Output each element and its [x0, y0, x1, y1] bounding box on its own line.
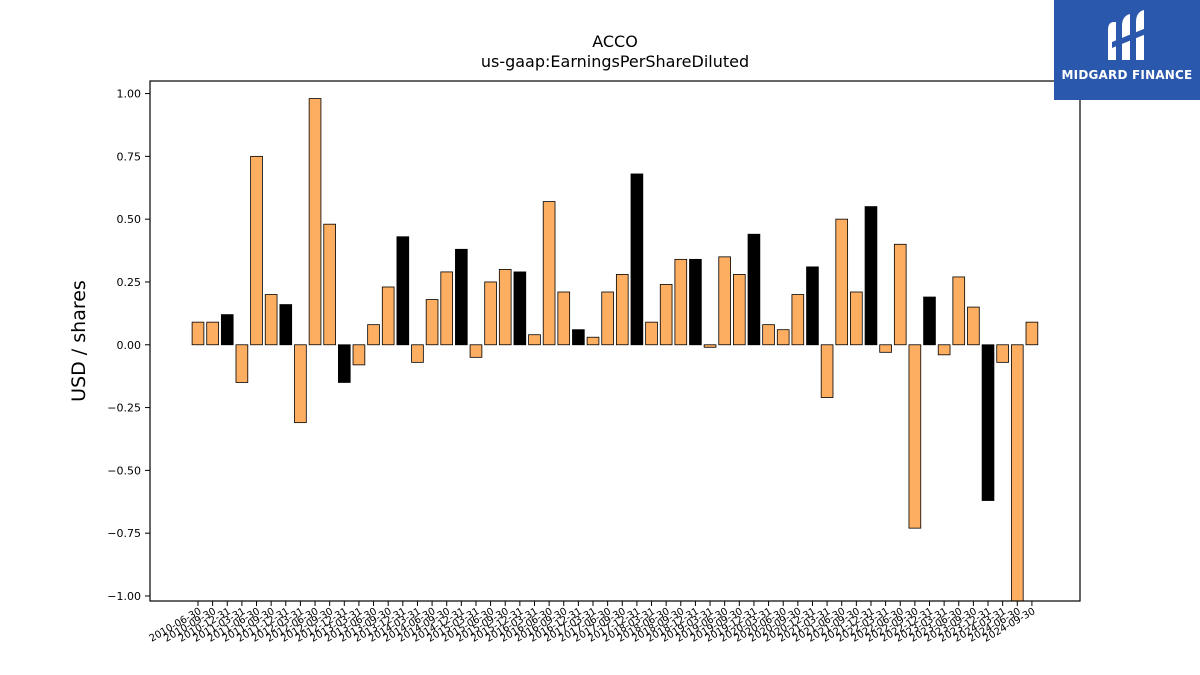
y-tick-label: −1.00 — [107, 590, 141, 603]
x-axis: 2010-06-302010-09-302010-12-312011-03-31… — [148, 601, 1037, 645]
chart-title: ACCO — [592, 32, 638, 51]
midgard-m-logo-icon — [1108, 10, 1146, 60]
bar-2018-09-30 — [674, 258, 688, 346]
bar-2019-03-31 — [703, 344, 717, 348]
bar-2012-06-30 — [308, 98, 322, 346]
bar-2011-09-30 — [264, 294, 278, 346]
bar-2021-03-31 — [820, 344, 834, 398]
bar-2018-06-30 — [659, 284, 673, 346]
bar-2016-03-31 — [528, 334, 541, 346]
bar-2016-06-30 — [542, 201, 556, 346]
bar-2015-12-31 — [513, 271, 527, 346]
bar-2017-09-30 — [615, 274, 629, 346]
bar-2014-09-30 — [440, 271, 454, 346]
bar-2014-03-31 — [411, 344, 424, 363]
bar-2023-06-30 — [952, 276, 966, 346]
bar-2024-09-30 — [1025, 321, 1039, 346]
bar-2021-06-30 — [835, 218, 849, 346]
bar-2015-09-30 — [498, 269, 512, 346]
bar-2016-09-30 — [557, 291, 571, 346]
y-tick-label: 0.00 — [117, 339, 142, 352]
bar-2020-06-30 — [776, 329, 790, 346]
bar-2014-12-31 — [455, 248, 468, 346]
bar-2017-12-31 — [630, 173, 644, 346]
y-tick-label: −0.75 — [107, 527, 141, 540]
bar-2023-09-30 — [967, 306, 980, 346]
bar-2012-12-31 — [337, 344, 351, 383]
bar-2022-12-31 — [923, 296, 936, 346]
bar-2017-06-30 — [601, 291, 614, 346]
bar-2015-03-31 — [469, 344, 483, 358]
bar-2010-09-30 — [206, 321, 219, 346]
bar-2020-09-30 — [791, 294, 805, 346]
bar-2020-12-31 — [806, 266, 819, 346]
bar-2010-12-31 — [220, 314, 234, 346]
bar-2017-03-31 — [586, 336, 600, 346]
bar-2013-09-30 — [381, 286, 395, 346]
bar-2014-06-30 — [425, 299, 439, 346]
bar-2023-03-31 — [937, 344, 951, 356]
logo-text: MIDGARD FINANCE — [1061, 68, 1193, 82]
bar-2024-06-30 — [1010, 344, 1024, 602]
bar-2018-12-31 — [689, 258, 702, 346]
y-tick-label: −0.25 — [107, 402, 141, 415]
bar-2019-06-30 — [718, 256, 731, 346]
plot-frame — [149, 80, 1081, 602]
y-tick-label: 0.50 — [117, 213, 142, 226]
bar-2022-09-30 — [908, 344, 922, 529]
bar-2013-12-31 — [396, 236, 410, 346]
y-tick-label: 0.25 — [117, 276, 142, 289]
bar-2012-03-31 — [294, 344, 307, 424]
bar-2010-06-30 — [191, 321, 205, 346]
bar-2019-12-31 — [747, 233, 761, 346]
bar-2019-09-30 — [733, 274, 746, 346]
y-tick-label: 1.00 — [117, 88, 142, 101]
bar-2023-12-31 — [981, 344, 995, 501]
midgard-finance-logo: MIDGARD FINANCE — [1054, 0, 1200, 100]
bar-2022-03-31 — [879, 344, 892, 353]
y-tick-label: −0.50 — [107, 464, 141, 477]
chart-subtitle: us-gaap:EarningsPerShareDiluted — [480, 52, 750, 71]
bar-2012-09-30 — [323, 223, 336, 346]
bar-2021-12-31 — [864, 206, 878, 346]
bar-2011-06-30 — [250, 155, 263, 346]
bar-2021-09-30 — [850, 291, 863, 346]
bar-2022-06-30 — [893, 243, 907, 346]
bar-2011-12-31 — [279, 304, 293, 346]
bar-2024-03-31 — [996, 344, 1009, 363]
y-axis: 1.00 0.75 0.50 0.25 0.00 −0.25 −0.50 −0.75 −1.00 — [107, 88, 150, 603]
bars-group — [191, 98, 1039, 602]
bar-2018-03-31 — [645, 321, 658, 346]
y-tick-label: 0.75 — [117, 150, 142, 163]
bar-2015-06-30 — [484, 281, 497, 346]
bar-2016-12-31 — [572, 329, 585, 346]
bar-2020-03-31 — [762, 324, 775, 346]
bar-2013-03-31 — [352, 344, 366, 366]
bar-2011-03-31 — [235, 344, 249, 383]
bar-2013-06-30 — [367, 324, 380, 346]
